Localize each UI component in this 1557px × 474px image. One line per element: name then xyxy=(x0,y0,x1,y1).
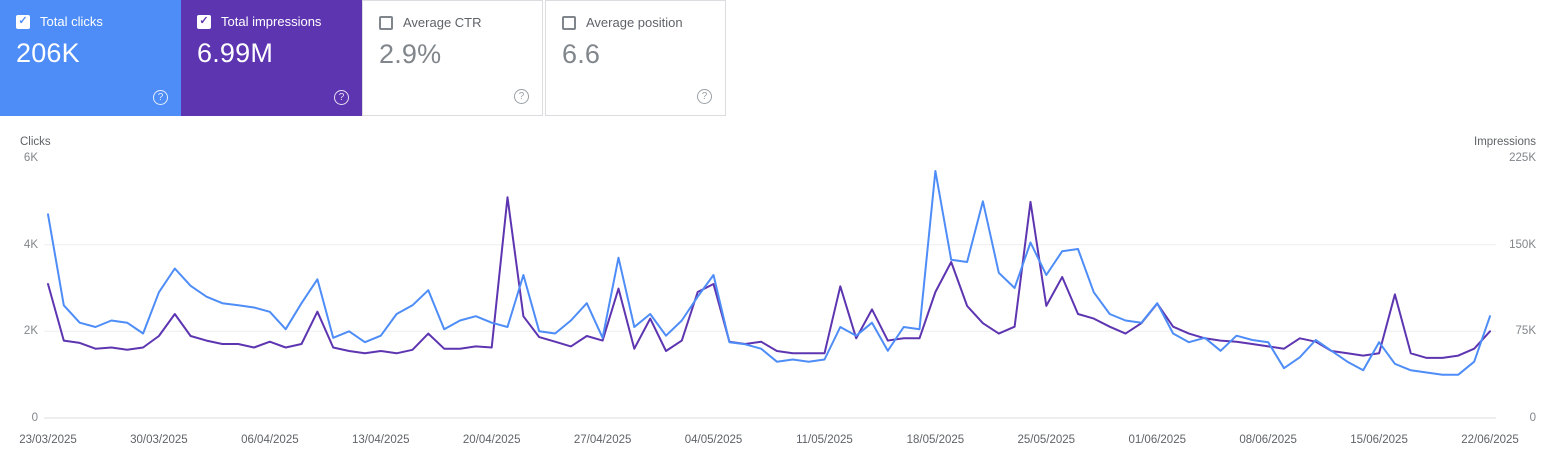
card-header: Total impressions xyxy=(197,14,346,29)
right-axis-title: Impressions xyxy=(1474,136,1536,148)
metric-card-value: 6.99M xyxy=(197,38,274,68)
help-icon[interactable]: ? xyxy=(153,90,168,105)
unchecked-checkbox-icon[interactable] xyxy=(562,15,576,30)
help-icon[interactable]: ? xyxy=(514,89,529,104)
impressions-line xyxy=(47,196,1491,359)
metric-card-value: 206K xyxy=(16,38,80,68)
x-axis-label: 30/03/2025 xyxy=(130,434,188,446)
clicks-line xyxy=(47,170,1491,376)
metric-card-label: Average CTR xyxy=(403,15,482,30)
x-axis-label: 04/05/2025 xyxy=(684,434,743,446)
right-axis-tick: 75K xyxy=(1515,325,1536,338)
x-axis-label: 20/04/2025 xyxy=(462,434,521,446)
x-axis-label: 22/06/2025 xyxy=(1461,434,1519,446)
right-axis-tick: 225K xyxy=(1509,152,1536,164)
metric-cards-row: Total clicks 206K ? Total impressions 6.… xyxy=(0,0,1557,116)
x-axis-label: 15/06/2025 xyxy=(1350,434,1408,446)
left-axis-tick: 6K xyxy=(23,152,38,164)
metric-card-label: Average position xyxy=(586,15,683,30)
x-axis-label: 01/06/2025 xyxy=(1128,434,1186,446)
x-axis-label: 11/05/2025 xyxy=(796,434,853,446)
metric-card-total-clicks[interactable]: Total clicks 206K ? xyxy=(0,0,181,116)
x-axis-label: 25/05/2025 xyxy=(1017,434,1076,446)
left-axis-tick: 4K xyxy=(23,238,38,251)
right-axis-tick: 0 xyxy=(1529,412,1536,424)
help-icon[interactable]: ? xyxy=(697,89,712,104)
metric-card-value: 2.9% xyxy=(379,39,442,69)
metric-card-average-ctr[interactable]: Average CTR 2.9% ? xyxy=(362,0,543,116)
card-header: Average position xyxy=(562,15,709,30)
left-axis-tick: 2K xyxy=(23,325,38,338)
performance-chart-plot[interactable] xyxy=(0,130,1557,474)
x-axis-label: 18/05/2025 xyxy=(906,434,965,446)
metric-card-label: Total clicks xyxy=(40,14,103,29)
metric-card-label: Total impressions xyxy=(221,14,322,29)
card-header: Total clicks xyxy=(16,14,165,29)
unchecked-checkbox-icon[interactable] xyxy=(379,15,393,30)
x-axis-label: 08/06/2025 xyxy=(1239,434,1297,446)
metric-card-average-position[interactable]: Average position 6.6 ? xyxy=(545,0,726,116)
help-icon[interactable]: ? xyxy=(334,90,349,105)
x-axis-label: 06/04/2025 xyxy=(241,434,299,446)
card-header: Average CTR xyxy=(379,15,526,30)
x-axis-label: 27/04/2025 xyxy=(573,434,632,446)
metric-card-value: 6.6 xyxy=(562,39,601,69)
x-axis-label: 13/04/2025 xyxy=(351,434,410,446)
performance-chart: Clicks Impressions 6K 4K 2K 0 225K 150K 75K 0 23… xyxy=(0,130,1557,474)
checked-checkbox-icon[interactable] xyxy=(16,14,30,29)
x-axis-label: 23/03/2025 xyxy=(19,434,77,446)
right-axis-tick: 150K xyxy=(1509,238,1536,251)
checked-checkbox-icon[interactable] xyxy=(197,14,211,29)
left-axis-tick: 0 xyxy=(31,412,38,424)
left-axis-title: Clicks xyxy=(20,136,51,148)
metric-card-total-impressions[interactable]: Total impressions 6.99M ? xyxy=(181,0,362,116)
